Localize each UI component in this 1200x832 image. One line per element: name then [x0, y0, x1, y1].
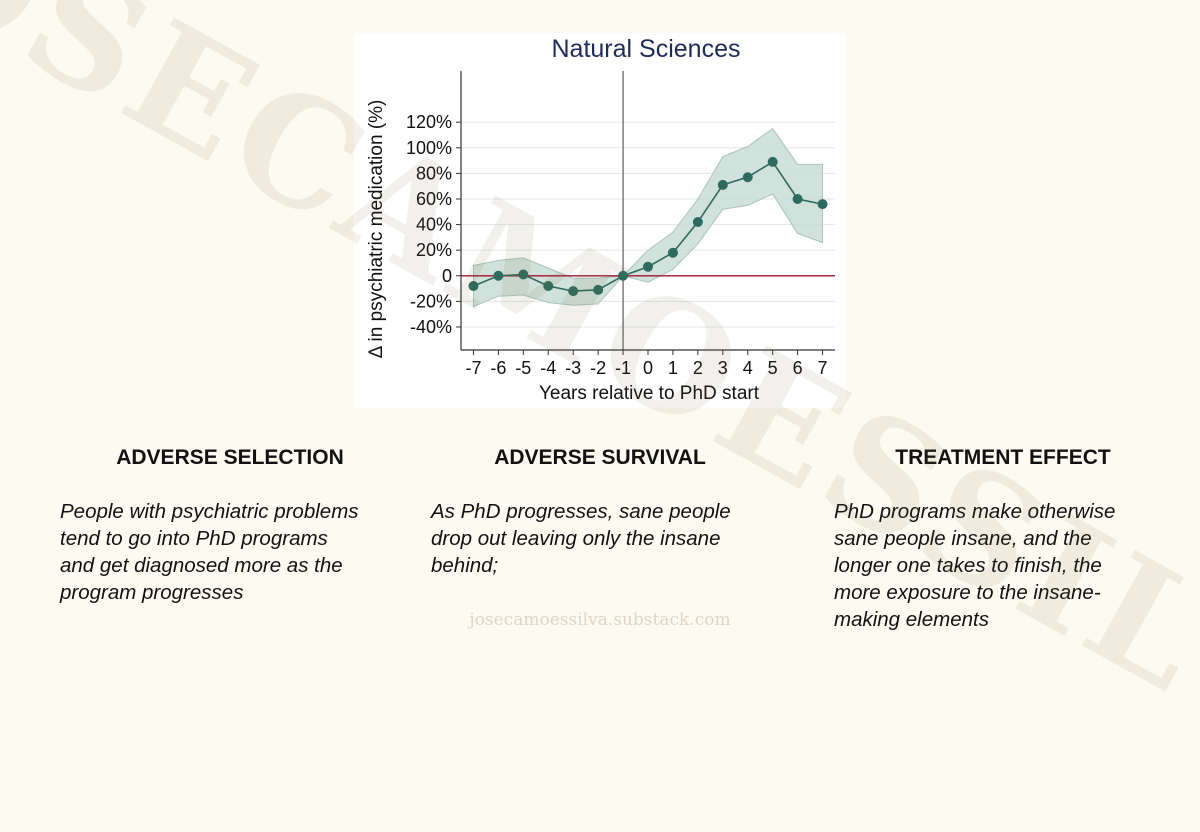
axes: -40%-20%020%40%60%80%100%120%-7 -6 -5 -4 -3-… — [406, 71, 835, 378]
x-tick-label: -3 — [565, 358, 581, 378]
x-tick-label: 1 — [668, 358, 678, 378]
x-tick-label: 5 — [768, 358, 778, 378]
text-line: program progresses — [60, 581, 244, 604]
data-point — [618, 270, 629, 281]
y-tick-label: 120% — [406, 112, 452, 132]
data-point — [717, 179, 728, 190]
x-tick-label: -4 — [540, 358, 556, 378]
confidence-band-layer — [473, 127, 823, 308]
data-point — [518, 269, 529, 280]
x-tick-label: 3 — [718, 358, 728, 378]
chart-svg: Natural Sciences -40%-20%020%40%60%80%10… — [366, 35, 835, 404]
adverse-survival-text: As PhD progresses, sane people drop out … — [431, 498, 791, 579]
x-tick-label: 0 — [643, 358, 653, 378]
x-tick-label: -2 — [590, 358, 606, 378]
adverse-selection-heading: ADVERSE SELECTION — [116, 446, 344, 469]
treatment-effect-heading: TREATMENT EFFECT — [895, 446, 1111, 469]
x-tick-label: 6 — [793, 358, 803, 378]
substack-credit[interactable]: josecamoessilva.substack.com — [469, 610, 731, 630]
adverse-selection-text: People with psychiatric problems tend to… — [60, 498, 420, 606]
x-tick-label: -6 — [490, 358, 506, 378]
y-tick-label: 0 — [442, 266, 452, 286]
y-tick-label: 100% — [406, 138, 452, 158]
y-axis-label: Δ in psychiatric medication (%) — [366, 100, 387, 359]
data-point — [792, 193, 803, 204]
y-tick-label: -40% — [410, 317, 452, 337]
text-line: making elements — [834, 608, 989, 631]
x-tick-label: -7 — [465, 358, 481, 378]
reference-lines — [461, 71, 835, 350]
data-point — [643, 261, 653, 272]
data-point — [493, 270, 504, 281]
x-tick-label: 4 — [743, 358, 753, 378]
text-line: PhD programs make otherwise — [834, 500, 1116, 523]
text-line: sane people insane, and the — [834, 527, 1092, 550]
series-points — [468, 156, 828, 297]
y-tick-label: 80% — [416, 163, 452, 183]
y-tick-label: 60% — [416, 189, 452, 209]
text-line: As PhD progresses, sane people — [431, 500, 731, 523]
text-line: more exposure to the insane- — [834, 581, 1101, 604]
text-line: tend to go into PhD programs — [60, 527, 328, 550]
x-tick-label: 2 — [693, 358, 703, 378]
x-axis-label: Years relative to PhD start — [539, 383, 760, 404]
data-point — [742, 172, 753, 183]
data-point — [667, 247, 678, 258]
data-point — [568, 286, 579, 297]
text-line: People with psychiatric problems — [60, 500, 359, 523]
x-tick-label: -1 — [615, 358, 631, 378]
text-line: drop out leaving only the insane — [431, 527, 721, 550]
x-tick-label: -5 — [515, 358, 531, 378]
y-tick-label: 20% — [416, 240, 452, 260]
chart-panel: Natural Sciences -40% -20% 0 20% 40% 60% 80% 10… — [354, 33, 846, 408]
adverse-survival-heading: ADVERSE SURVIVAL — [494, 446, 706, 469]
chart-title: Natural Sciences — [552, 35, 741, 63]
y-tick-label: -20% — [410, 291, 452, 311]
data-point — [692, 217, 703, 228]
confidence-band — [473, 127, 823, 308]
y-tick-label: 40% — [416, 215, 452, 235]
data-point — [543, 281, 554, 292]
text-line: longer one takes to finish, the — [834, 554, 1102, 577]
data-point — [593, 284, 604, 295]
text-line: behind; — [431, 554, 499, 577]
data-point — [817, 199, 828, 210]
text-line: and get diagnosed more as the — [60, 554, 343, 577]
data-point — [468, 281, 479, 292]
treatment-effect-text: PhD programs make otherwise sane people … — [834, 498, 1174, 633]
x-tick-label: 7 — [818, 358, 828, 378]
data-point — [767, 156, 778, 167]
